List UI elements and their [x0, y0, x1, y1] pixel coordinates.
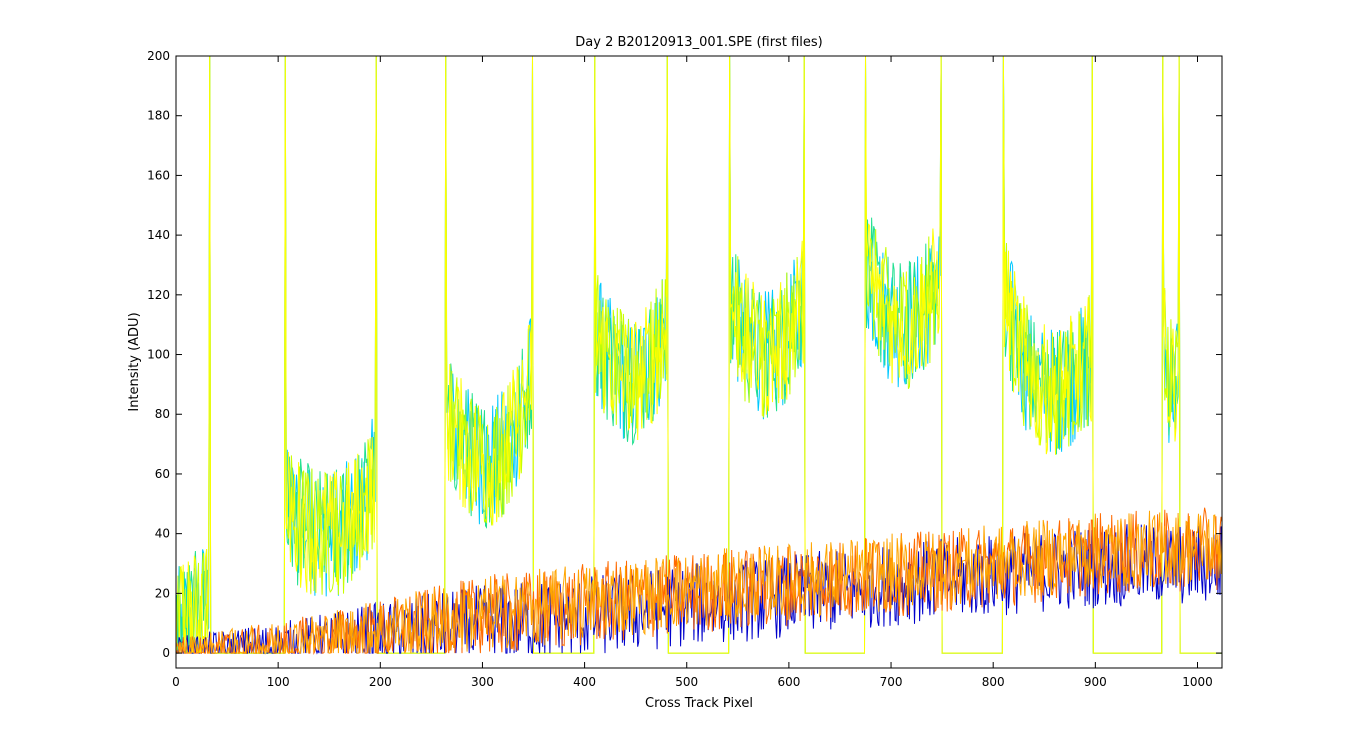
plot-border	[175, 55, 1223, 669]
y-axis-label: Intensity (ADU)	[127, 312, 142, 411]
x-tick-label: 1000	[1182, 675, 1213, 689]
noise-trace-2	[175, 510, 1223, 655]
y-tick-label: 100	[147, 348, 170, 362]
y-tick-label: 20	[155, 586, 170, 600]
x-tick-label: 400	[573, 675, 596, 689]
y-tick-label: 120	[147, 288, 170, 302]
x-tick-label: 200	[369, 675, 392, 689]
chart-title: Day 2 B20120913_001.SPE (first files)	[575, 35, 822, 50]
x-tick-label: 600	[777, 675, 800, 689]
x-tick-label: 0	[172, 675, 180, 689]
band-trace-3	[175, 55, 1222, 654]
x-tick-label: 700	[880, 675, 903, 689]
x-axis-label: Cross Track Pixel	[645, 696, 753, 711]
x-tick-label: 300	[471, 675, 494, 689]
x-tick-label: 800	[982, 675, 1005, 689]
x-tick-label: 900	[1084, 675, 1107, 689]
y-tick-label: 40	[155, 527, 170, 541]
x-tick-label: 100	[267, 675, 290, 689]
y-tick-label: 160	[147, 168, 170, 182]
y-tick-label: 180	[147, 109, 170, 123]
y-tick-label: 0	[162, 646, 170, 660]
y-tick-label: 60	[155, 467, 170, 481]
x-tick-label: 500	[675, 675, 698, 689]
y-tick-label: 200	[147, 49, 170, 63]
ticks: 0 100 200 300 400 500 600 700 800 900 1000 0 20 40 60 8…	[147, 49, 1222, 689]
y-tick-label: 80	[155, 407, 170, 421]
traces	[175, 55, 1223, 656]
y-tick-label: 140	[147, 228, 170, 242]
